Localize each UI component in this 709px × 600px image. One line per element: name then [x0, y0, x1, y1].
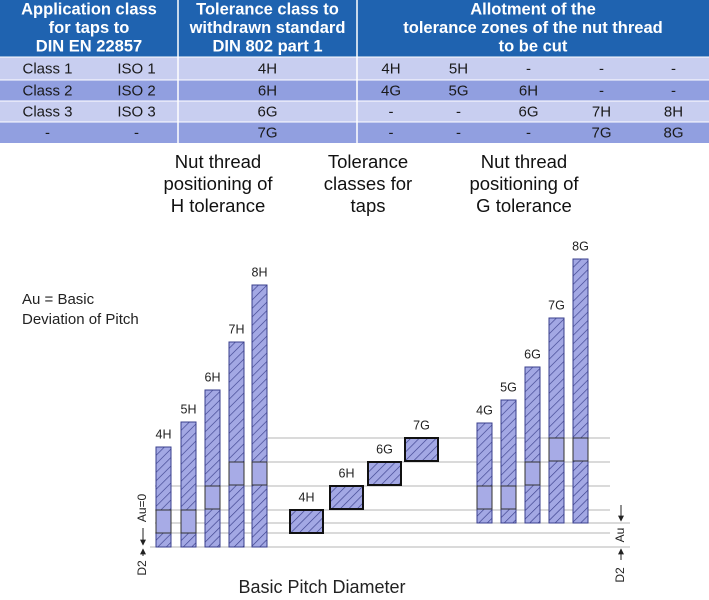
tap-zone: [367, 461, 402, 486]
g-bar-zone: [524, 461, 541, 486]
table-cell: ISO 3: [117, 103, 155, 120]
h-bar: [228, 341, 245, 548]
table-cell: Class 2: [22, 82, 72, 99]
h-bar-label: 4H: [156, 427, 172, 441]
table-cell: -: [599, 82, 604, 99]
table-cell: 7H: [592, 103, 611, 120]
table-cell: -: [599, 60, 604, 77]
table-cell: 8G: [663, 124, 683, 141]
tap-label: 7G: [413, 418, 430, 432]
left-axis-label: Au=0: [135, 493, 149, 522]
tap-label: 4H: [299, 490, 315, 504]
h-bar-zone: [251, 461, 268, 486]
section-title: Nut thread: [481, 151, 567, 172]
h-bar-label: 8H: [252, 265, 268, 279]
right-axis-label: D2: [613, 567, 627, 583]
tap-label: 6G: [376, 442, 393, 456]
h-bar-zone: [204, 485, 221, 510]
h-bar-label: 5H: [181, 402, 197, 416]
section-title: Nut thread: [175, 151, 261, 172]
section-title: G tolerance: [476, 195, 572, 216]
tap-zone: [329, 485, 364, 510]
table-cell: 6H: [519, 82, 538, 99]
g-bar-label: 6G: [524, 347, 541, 361]
table-cell: -: [526, 60, 531, 77]
table-cell: -: [389, 103, 394, 120]
table-header-bg: [0, 0, 709, 57]
table-cell: ISO 2: [117, 82, 155, 99]
table-cell: -: [526, 124, 531, 141]
table-cell: 7G: [591, 124, 611, 141]
g-bar: [548, 317, 565, 524]
h-bar-label: 7H: [229, 322, 245, 336]
header-text: tolerance zones of the nut thread: [403, 19, 662, 37]
table-cell: 6G: [518, 103, 538, 120]
header-text: DIN 802 part 1: [212, 37, 322, 55]
section-title: taps: [351, 195, 386, 216]
g-bar-label: 8G: [572, 239, 589, 253]
section-title: positioning of: [469, 173, 579, 194]
g-bar: [524, 366, 541, 524]
table-cell: 5H: [449, 60, 468, 77]
g-bar: [572, 258, 589, 524]
table-cell: -: [671, 60, 676, 77]
section-title: classes for: [324, 173, 412, 194]
table-cell: -: [456, 103, 461, 120]
tap-label: 6H: [339, 466, 355, 480]
header-text: for taps to: [49, 19, 130, 37]
table-cell: 6H: [258, 82, 277, 99]
table-cell: 4H: [381, 60, 400, 77]
g-bar-label: 7G: [548, 298, 565, 312]
h-bar-label: 6H: [205, 370, 221, 384]
g-bar-zone: [476, 485, 493, 510]
g-bar-zone: [548, 437, 565, 462]
note: Deviation of Pitch: [22, 311, 139, 328]
table-cell: -: [671, 82, 676, 99]
caption: Basic Pitch Diameter: [238, 577, 405, 597]
header-text: Tolerance class to: [196, 0, 339, 18]
h-bar: [251, 284, 268, 548]
table-cell: ISO 1: [117, 60, 155, 77]
table-cell: 4H: [258, 60, 277, 77]
table-cell: 5G: [448, 82, 468, 99]
header-text: Allotment of the: [470, 0, 596, 18]
note: Au = Basic: [22, 291, 95, 308]
section-title: Tolerance: [328, 151, 408, 172]
table-cell: -: [134, 124, 139, 141]
g-bar-zone: [500, 485, 517, 510]
table-cell: -: [456, 124, 461, 141]
left-axis-label: D2: [135, 560, 149, 576]
g-bar-zone: [572, 437, 589, 462]
header-text: to be cut: [499, 37, 568, 55]
table-cell: 7G: [257, 124, 277, 141]
g-bar-label: 4G: [476, 403, 493, 417]
table-cell: -: [45, 124, 50, 141]
header-text: Application class: [21, 0, 157, 18]
table-cell: -: [389, 124, 394, 141]
header-text: withdrawn standard: [189, 19, 346, 37]
g-bar-label: 5G: [500, 380, 517, 394]
right-axis-label: Au: [613, 528, 627, 543]
table-cell: 6G: [257, 103, 277, 120]
table-cell: 4G: [381, 82, 401, 99]
tap-zone: [404, 437, 439, 462]
h-bar-zone: [180, 509, 197, 534]
table-cell: Class 1: [22, 60, 72, 77]
tap-zone: [289, 509, 324, 534]
header-text: DIN EN 22857: [36, 37, 142, 55]
section-title: positioning of: [163, 173, 273, 194]
h-bar-zone: [228, 461, 245, 486]
table-cell: 8H: [664, 103, 683, 120]
h-bar: [204, 389, 221, 548]
table-cell: Class 3: [22, 103, 72, 120]
section-title: H tolerance: [171, 195, 266, 216]
h-bar-zone: [155, 509, 172, 534]
